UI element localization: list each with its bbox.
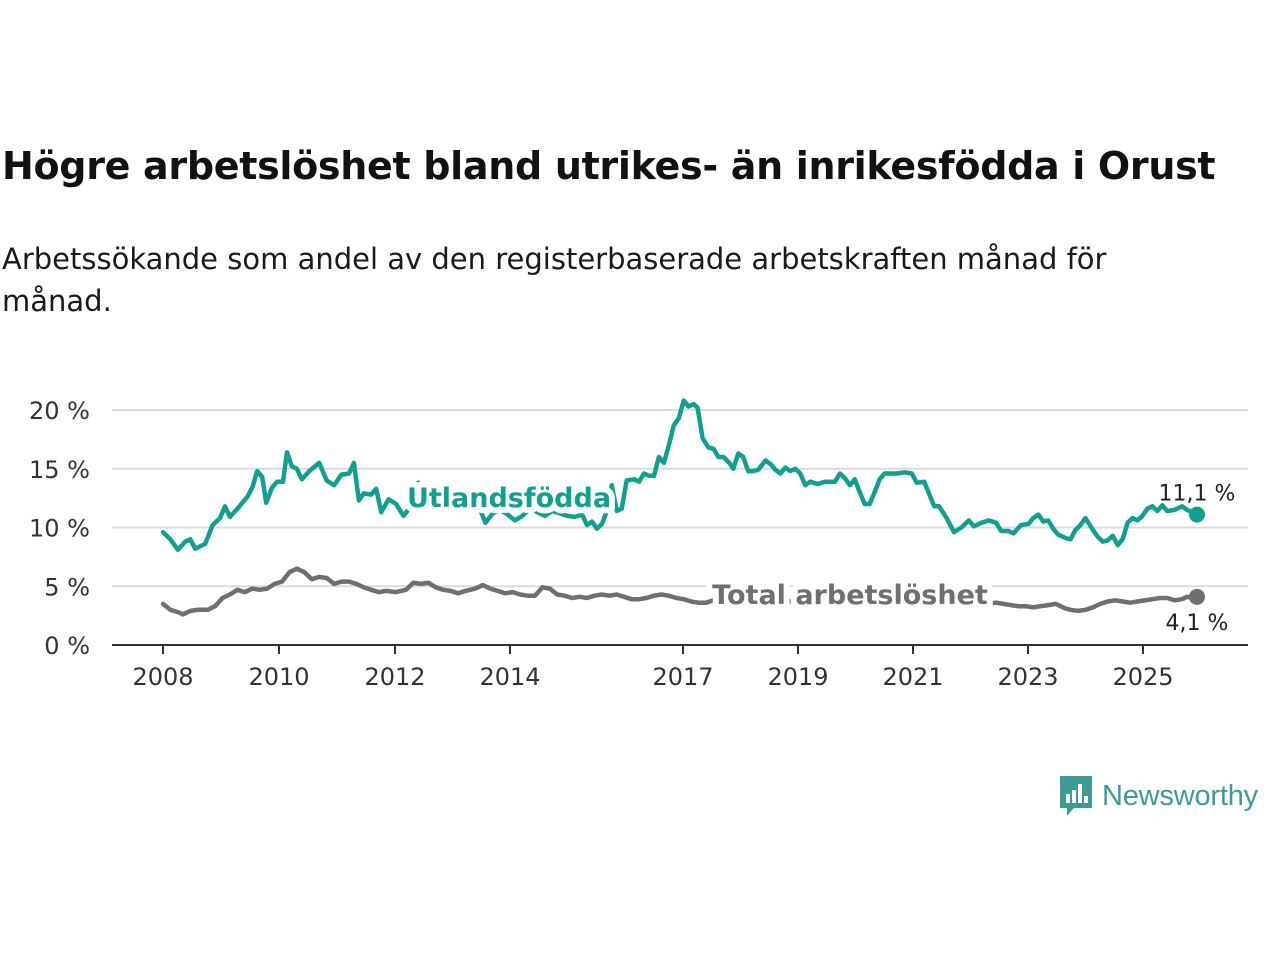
end-label-utlandsfodda: 11,1 % <box>1159 482 1236 507</box>
x-tick-label: 2010 <box>248 663 309 691</box>
grid-lines <box>112 409 1248 588</box>
x-tick-label: 2017 <box>652 663 713 691</box>
x-tick-label: 2014 <box>479 663 540 691</box>
chart-title: Högre arbetslöshet bland utrikes- än inr… <box>2 144 1216 188</box>
series-line-utlandsfodda <box>160 398 1200 553</box>
y-tick-label: 10 % <box>29 515 90 543</box>
end-label-total: 4,1 % <box>1166 611 1229 636</box>
newsworthy-logo: Newsworthy <box>1058 773 1258 819</box>
annotation-total-halo: Total arbetslöshet <box>712 580 988 611</box>
chart-subtitle: Arbetssökande som andel av den registerb… <box>2 242 1107 318</box>
x-tick-label: 2025 <box>1112 663 1173 691</box>
annotation-utlandsfodda-halo: Utlandsfödda <box>407 483 611 514</box>
line-chart: 0 % 5 % 10 % 15 % 20 % 2008 2010 2012 2014 2017 20… <box>29 397 1248 691</box>
y-tick-label: 0 % <box>44 632 90 660</box>
y-tick-label: 15 % <box>29 456 90 484</box>
series-lines <box>160 398 1205 617</box>
x-tick-label: 2012 <box>364 663 425 691</box>
labels: 0 % 5 % 10 % 15 % 20 % 2008 2010 2012 2014 2017 20… <box>29 397 1235 691</box>
x-tick-label: 2008 <box>132 663 193 691</box>
y-tick-label: 5 % <box>44 573 90 601</box>
annotation-utlandsfodda: Utlandsfödda <box>407 483 611 514</box>
y-tick-label: 20 % <box>29 397 90 425</box>
x-tick-label: 2021 <box>882 663 943 691</box>
x-tick-label: 2019 <box>767 663 828 691</box>
series-line-total <box>160 566 1200 617</box>
end-point-total <box>1189 588 1205 605</box>
x-axis <box>112 644 1248 654</box>
logo-text: Newsworthy <box>1102 779 1258 812</box>
x-tick-label: 2023 <box>997 663 1058 691</box>
annotation-total: Total arbetslöshet <box>712 580 988 611</box>
end-point-utlandsfodda <box>1189 506 1205 523</box>
newsworthy-logo-icon <box>1060 776 1092 816</box>
